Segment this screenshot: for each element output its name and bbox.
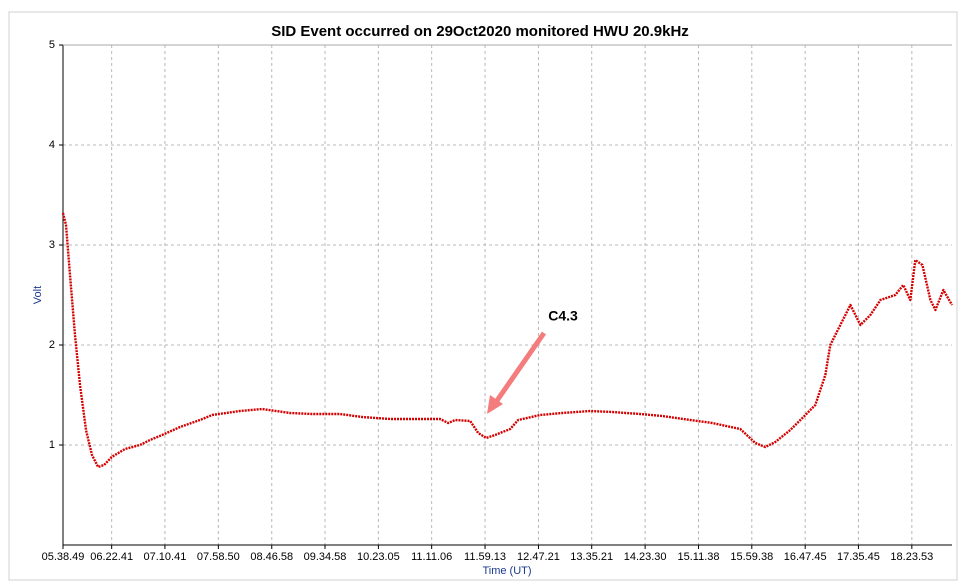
annotation: C4.3 <box>548 308 578 324</box>
x-tick-label: 15.11.38 <box>678 551 720 563</box>
x-tick-label: 05.38.49 <box>42 551 85 563</box>
plot-area: 1 2 3 4 5 05.38.49 06.22.41 07.10.41 07.58.50 08.… <box>42 39 954 563</box>
x-tick-label: 13.35.21 <box>570 551 613 563</box>
y-tick-label: 2 <box>49 339 55 351</box>
x-tick-label: 11.59.13 <box>464 551 506 563</box>
x-tick-label: 18.23.53 <box>890 551 933 563</box>
x-tick-label: 17.35.45 <box>837 551 880 563</box>
annotation-arrowhead <box>487 395 503 414</box>
x-tick-label: 08.46.58 <box>250 551 293 563</box>
y-tick-label: 3 <box>49 239 55 251</box>
plot-background <box>63 45 952 545</box>
annotation-arrow <box>493 331 547 404</box>
x-tick-label: 16.47.45 <box>784 551 827 563</box>
x-axis-label: Time (UT) <box>482 565 531 577</box>
x-tick-label: 11.11.06 <box>411 551 452 563</box>
x-tick-label: 14.23.30 <box>624 551 667 563</box>
y-tick-label: 1 <box>49 439 55 451</box>
chart-title: SID Event occurred on 29Oct2020 monitore… <box>271 23 689 40</box>
y-axis-label: Volt <box>32 286 44 304</box>
x-tick-label: 06.22.41 <box>90 551 133 563</box>
x-tick-label: 12.47.21 <box>517 551 560 563</box>
data-line <box>61 212 954 469</box>
x-tick-label: 07.58.50 <box>197 551 240 563</box>
x-tick-label: 07.10.41 <box>144 551 187 563</box>
y-tick-label: 4 <box>49 139 55 151</box>
y-tick-label: 5 <box>49 39 55 51</box>
x-tick-label: 10.23.05 <box>357 551 400 563</box>
x-tick-label: 09.34.58 <box>304 551 347 563</box>
x-tick-label: 15.59.38 <box>730 551 773 563</box>
